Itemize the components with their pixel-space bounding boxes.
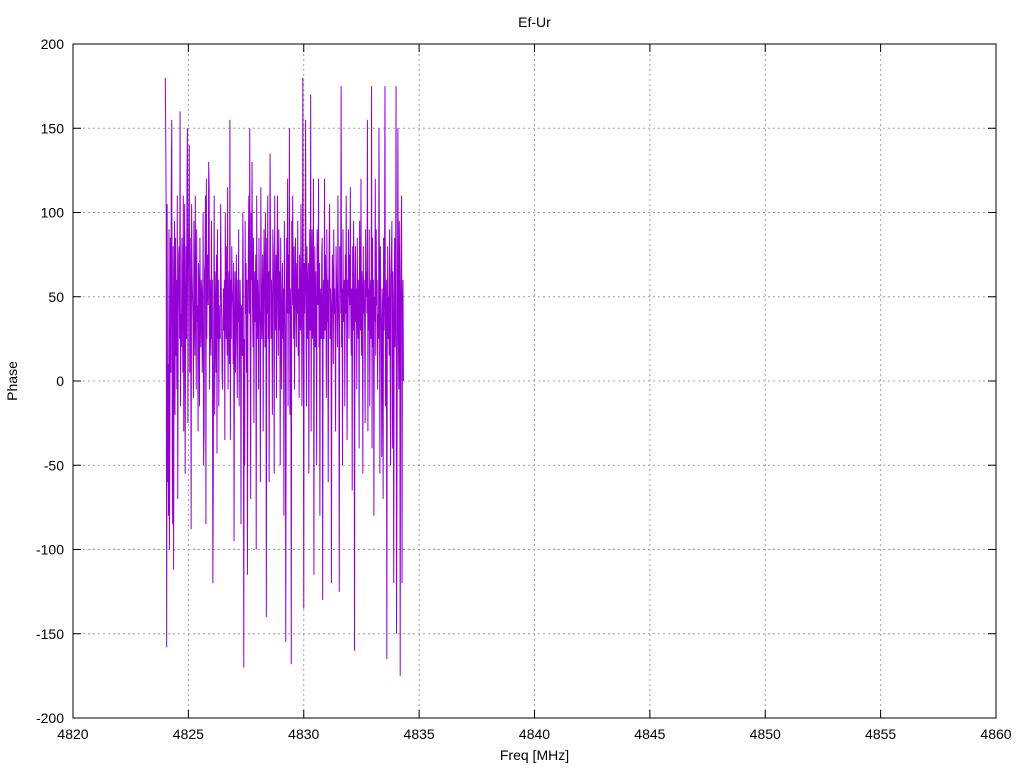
y-tick-label: 100 [41,205,65,221]
y-tick-label: -50 [44,457,64,473]
y-tick-label: -200 [36,710,64,726]
y-tick-label: -150 [36,626,64,642]
series-group [164,77,404,676]
x-tick-label: 4860 [980,726,1011,742]
y-tick-label: -100 [36,542,64,558]
y-tick-label: 50 [48,289,64,305]
y-axis-label: Phase [4,361,20,401]
x-tick-label: 4820 [57,726,88,742]
x-tick-label: 4825 [173,726,204,742]
x-tick-label: 4855 [865,726,896,742]
y-tick-label: 150 [41,120,65,136]
y-tick-label: 0 [56,373,64,389]
x-tick-label: 4835 [404,726,435,742]
y-tick-label: 200 [41,36,65,52]
x-axis-label: Freq [MHz] [500,747,569,763]
x-tick-label: 4840 [519,726,550,742]
chart-title: Ef-Ur [518,14,551,30]
x-tick-label: 4850 [750,726,781,742]
tick-group: 4820 4825 4830 4835 4840 4845 4850 4855 4860 -200… [36,36,1012,742]
series-line [164,77,404,676]
x-tick-label: 4830 [288,726,319,742]
x-tick-label: 4845 [634,726,665,742]
